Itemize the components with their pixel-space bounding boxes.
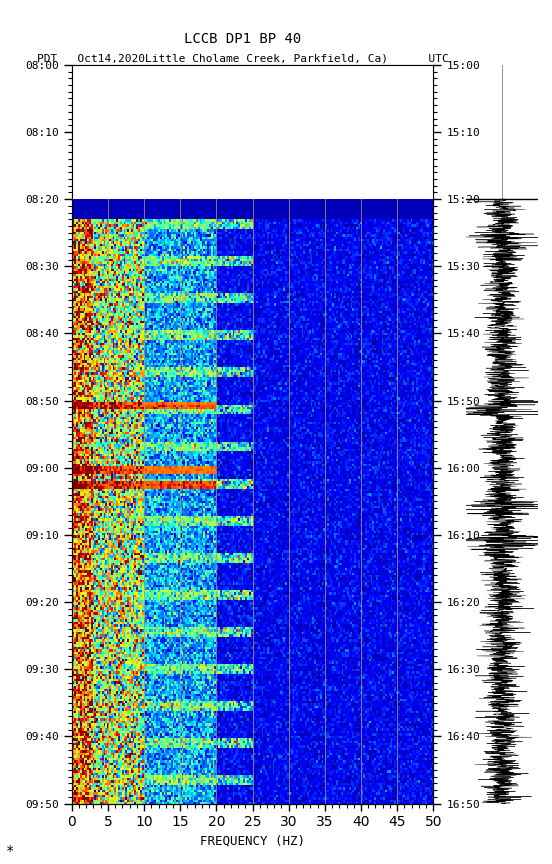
X-axis label: FREQUENCY (HZ): FREQUENCY (HZ) xyxy=(200,835,305,848)
Text: LCCB DP1 BP 40: LCCB DP1 BP 40 xyxy=(184,32,301,46)
Bar xyxy=(72,65,433,199)
Text: PDT   Oct14,2020Little Cholame Creek, Parkfield, Ca)      UTC: PDT Oct14,2020Little Cholame Creek, Park… xyxy=(37,54,449,64)
Text: *: * xyxy=(6,844,14,858)
